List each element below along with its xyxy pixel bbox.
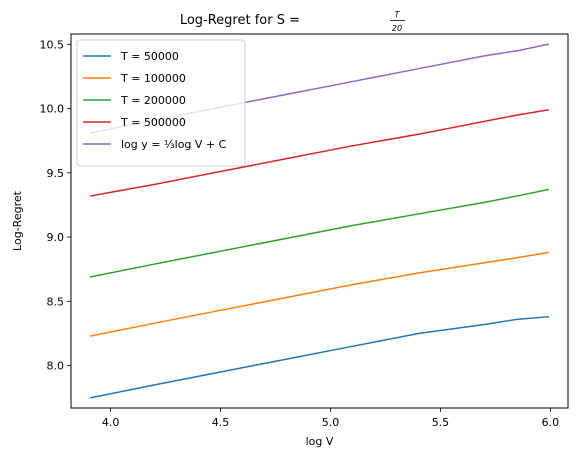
y-tick-label: 8.5 — [47, 295, 65, 308]
series-line-4 — [89, 108, 550, 197]
plot-frame — [70, 33, 569, 409]
x-tick-label: 5.5 — [432, 416, 450, 429]
y-axis-label: Log-Regret — [11, 190, 24, 251]
legend-label-5: log y = ⅓log V + C — [121, 138, 227, 151]
legend-label-1: T = 50000 — [120, 50, 179, 63]
x-tick-label: 4.5 — [212, 416, 230, 429]
x-axis-label: log V — [306, 435, 334, 448]
legend-label-2: T = 100000 — [120, 72, 186, 85]
legend-label-4: T = 500000 — [120, 116, 186, 129]
y-tick-label: 10.5 — [40, 38, 65, 51]
series-line-2 — [89, 251, 550, 337]
y-tick-label: 9.0 — [47, 231, 65, 244]
x-tick-label: 5.0 — [322, 416, 340, 429]
x-tick-label: 4.0 — [102, 416, 120, 429]
title-fraction-numerator: T — [395, 10, 401, 19]
legend: T = 50000 T = 100000 T = 200000 T = 500000 l… — [76, 39, 246, 167]
title-fraction-denominator: 20 — [392, 24, 402, 33]
legend-box — [76, 39, 246, 167]
y-tick-label: 10.0 — [40, 103, 65, 116]
x-tick-label: 6.0 — [542, 416, 560, 429]
legend-label-3: T = 200000 — [120, 94, 186, 107]
series-line-1 — [89, 315, 550, 399]
chart-title: Log-Regret for S = — [180, 13, 300, 28]
series-line-3 — [89, 188, 550, 278]
y-tick-label: 8.0 — [47, 360, 65, 373]
tick-layer: 4.0 4.5 5.0 5.5 6.0 8.0 8.5 9.0 9.5 10.0 10.5 — [40, 38, 560, 429]
y-tick-label: 9.5 — [47, 167, 65, 180]
